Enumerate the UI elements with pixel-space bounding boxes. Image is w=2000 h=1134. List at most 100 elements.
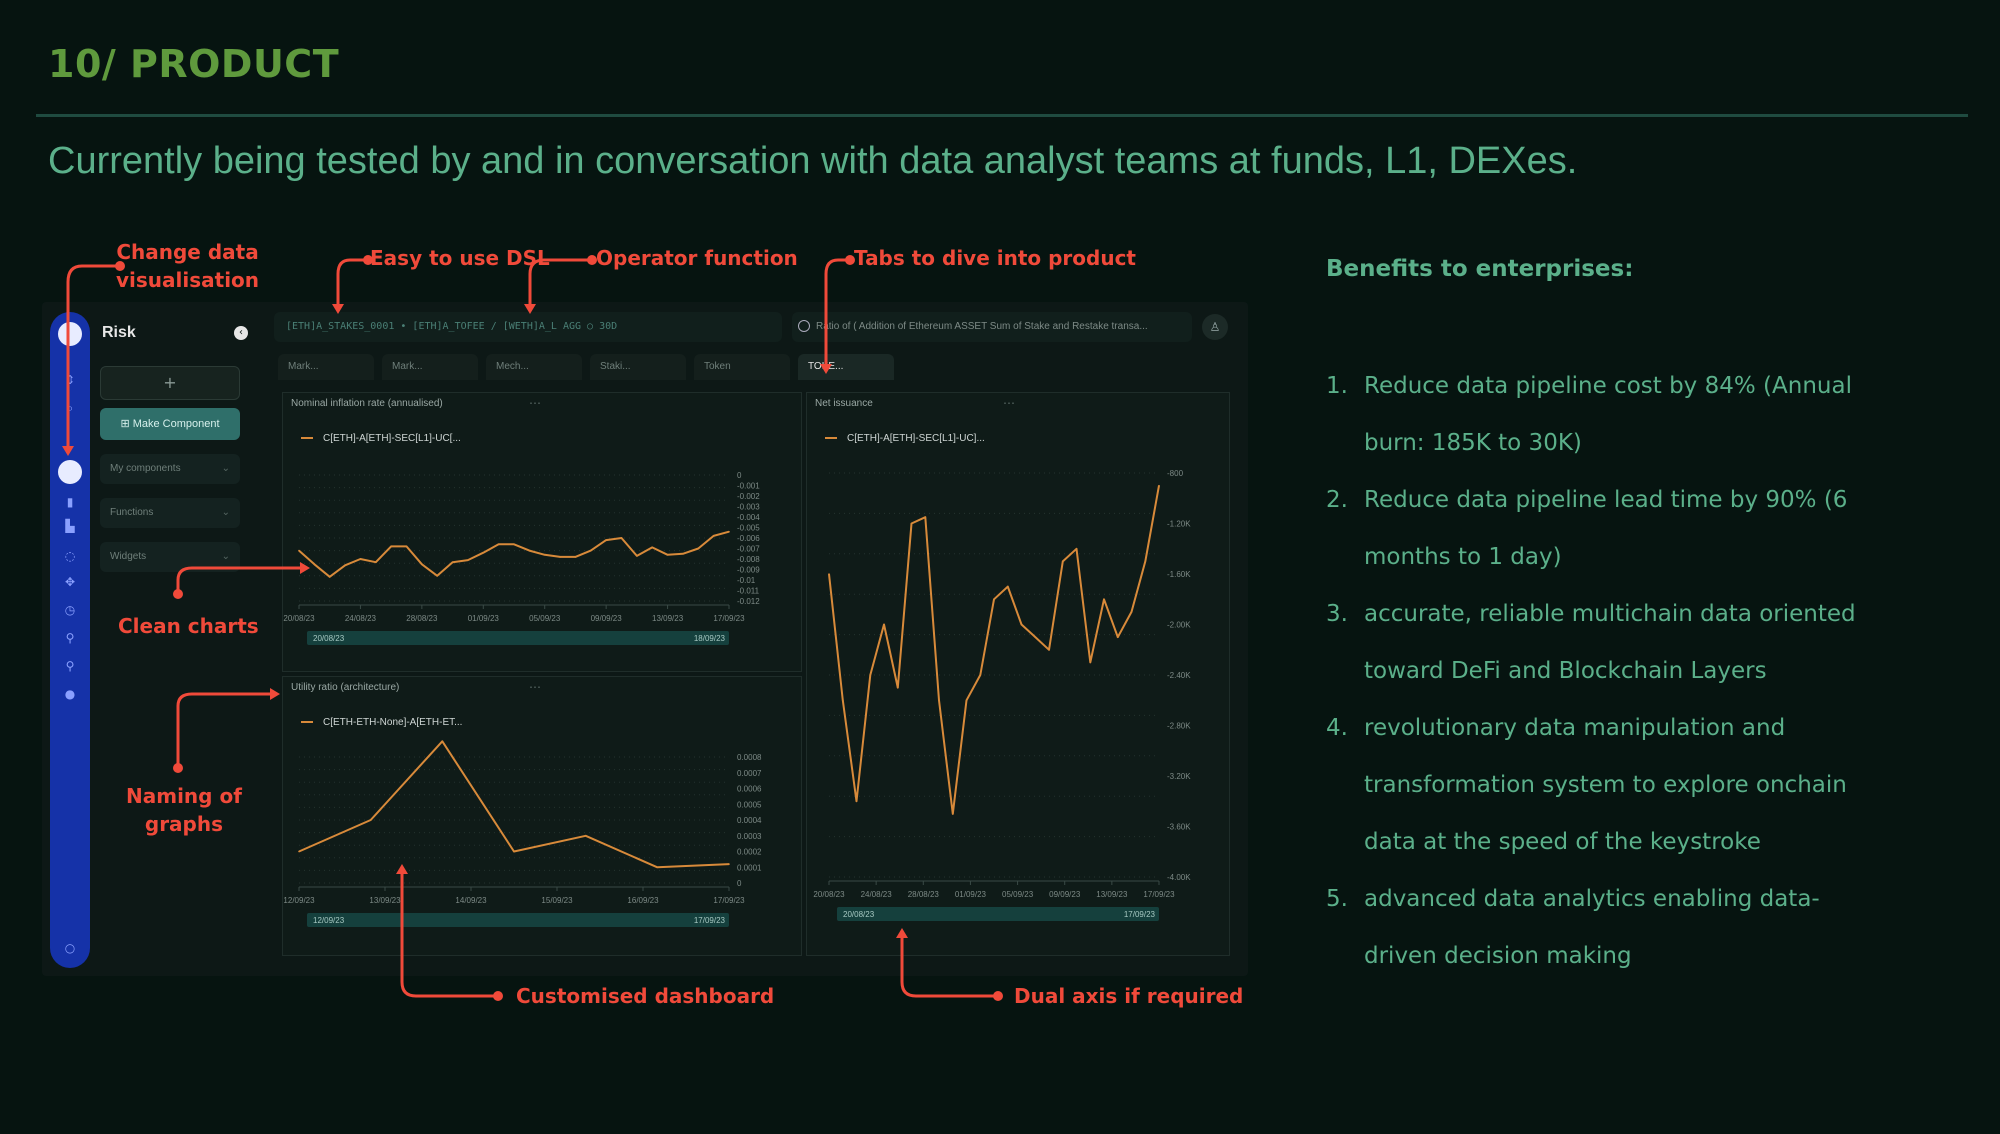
move-icon[interactable]: ✥ <box>64 575 76 589</box>
y-tick-label: 0.0004 <box>737 816 762 825</box>
data-point <box>1130 611 1133 613</box>
chart-view-icon[interactable] <box>58 460 82 484</box>
data-point <box>1089 661 1092 664</box>
y-tick-label: -2.40K <box>1167 671 1191 680</box>
tab-mark-1[interactable]: Mark... <box>278 354 374 380</box>
add-button[interactable]: + <box>100 366 240 400</box>
settings-icon[interactable]: ● <box>64 687 76 701</box>
profile-icon[interactable]: ○ <box>64 941 76 955</box>
x-tick-label: 01/09/23 <box>955 890 987 899</box>
benefit-number: 1. <box>1326 373 1348 399</box>
app-logo-icon[interactable] <box>58 322 82 346</box>
tab-staki[interactable]: Staki... <box>590 354 686 380</box>
data-point <box>656 866 659 869</box>
x-tick-label: 05/09/23 <box>1002 890 1034 899</box>
history-icon[interactable]: ◷ <box>64 603 76 617</box>
sidebar-item-label: Widgets <box>110 551 147 562</box>
expand-icon[interactable]: ⇕ <box>64 373 76 387</box>
sidebar-title: Risk <box>102 324 136 341</box>
data-point <box>993 598 995 601</box>
data-point <box>855 800 858 803</box>
y-tick-label: -2.80K <box>1167 722 1191 731</box>
data-point <box>1075 547 1078 550</box>
title-divider <box>36 114 1968 117</box>
x-tick-label: 13/09/23 <box>652 614 684 623</box>
benefit-number: 3. <box>1326 601 1348 627</box>
filter-icon[interactable]: ⚲ <box>65 631 75 645</box>
sidebar-item-my-components[interactable]: My components ⌄ <box>100 454 240 484</box>
more-icon[interactable]: ⋯ <box>529 396 541 410</box>
callout-dual-axis: Dual axis if required <box>1014 984 1244 1008</box>
settings-icon[interactable] <box>798 320 810 332</box>
user-icon[interactable]: ♙ <box>1202 314 1228 340</box>
y-tick-label: -0.004 <box>737 513 760 522</box>
data-point <box>574 556 577 558</box>
data-point <box>482 551 485 554</box>
tab-token[interactable]: Token <box>694 354 790 380</box>
panel-title: Net issuance <box>815 398 873 409</box>
data-point <box>1103 598 1105 601</box>
chart-utility: 0.0008 0.0007 0.0006 0.0005 0.0004 0.0003 0.00… <box>283 740 762 927</box>
make-component-button[interactable]: ⊞ Make Component <box>100 408 240 440</box>
benefits-title: Benefits to enterprises: <box>1326 256 1634 282</box>
benefit-item: 2. Reduce data pipeline lead time by 90% … <box>1326 472 1966 586</box>
y-tick-label: 0.0001 <box>737 863 762 872</box>
tab-mark-2[interactable]: Mark... <box>382 354 478 380</box>
y-tick-label: -2.00K <box>1167 621 1191 630</box>
data-point <box>369 819 372 821</box>
data-point <box>405 545 408 548</box>
tab-mech[interactable]: Mech... <box>486 354 582 380</box>
range-slider <box>837 907 1159 921</box>
sidebar-item-label: My components <box>110 463 181 474</box>
slide-subtitle: Currently being tested by and in convers… <box>48 140 1578 182</box>
benefit-line: advanced data analytics enabling data- <box>1364 886 1820 912</box>
clock-icon[interactable]: ◌ <box>64 549 76 563</box>
filter-off-icon[interactable]: ⚲ <box>65 659 75 673</box>
data-point <box>1158 484 1160 487</box>
y-tick-label: 0.0006 <box>737 785 762 794</box>
y-tick-label: -3.20K <box>1167 772 1191 781</box>
benefit-line: months to 1 day) <box>1364 544 1562 570</box>
data-point <box>543 554 546 556</box>
benefits-list: 1. Reduce data pipeline cost by 84% (Annu… <box>1326 358 1966 985</box>
data-point <box>451 561 454 563</box>
benefit-number: 2. <box>1326 487 1348 513</box>
sidebar-item-functions[interactable]: Functions ⌄ <box>100 498 240 528</box>
y-tick-label: 0.0007 <box>737 769 762 778</box>
chevron-down-icon: ⌄ <box>221 507 230 518</box>
x-tick-label: 16/09/23 <box>627 896 659 905</box>
data-point <box>728 863 730 865</box>
benefit-line: burn: 185K to 30K) <box>1364 430 1582 456</box>
data-point <box>559 556 561 558</box>
more-icon[interactable]: ⋯ <box>529 680 541 694</box>
result-title-bar[interactable]: Ratio of ( Addition of Ethereum ASSET Su… <box>792 312 1192 342</box>
chart-panel-net-issuance: Net issuance ⋯ C[ETH]-A[ETH]-SEC[L1]-UC]… <box>806 392 1230 956</box>
histogram-icon[interactable]: ▙ <box>65 519 75 533</box>
data-point <box>1116 636 1119 638</box>
search-icon[interactable]: ⌕ <box>66 401 74 415</box>
y-tick-label: -800 <box>1167 469 1184 478</box>
data-point <box>728 530 730 533</box>
collapse-icon[interactable]: ‹ <box>234 326 248 340</box>
y-tick-label: -3.60K <box>1167 823 1191 832</box>
benefit-item: 1. Reduce data pipeline cost by 84% (Annu… <box>1326 358 1966 472</box>
dsl-query-input[interactable]: [ETH]A_STAKES_0001 • [ETH]A_TOFEE / [WET… <box>274 312 782 342</box>
data-point <box>1006 585 1009 588</box>
bar-chart-icon[interactable]: ▮ <box>66 495 74 509</box>
series-legend: C[ETH]-A[ETH]-SEC[L1]-UC]... <box>825 433 985 444</box>
data-point <box>883 623 885 626</box>
data-point <box>441 740 444 743</box>
range-slider <box>307 631 729 645</box>
data-point <box>682 552 684 555</box>
y-tick-label: 0 <box>737 471 742 480</box>
x-tick-label: 17/09/23 <box>713 896 745 905</box>
data-point <box>712 535 715 537</box>
more-icon[interactable]: ⋯ <box>1003 396 1015 410</box>
chart-inflation: 0 -0.001-0.002 -0.003-0.004 -0.005-0.006 -0.… <box>283 471 760 645</box>
data-point <box>298 850 300 853</box>
x-tick-label: 20/08/23 <box>813 890 845 899</box>
y-tick-label: -4.00K <box>1167 873 1191 882</box>
data-point <box>313 563 316 566</box>
benefit-line: Reduce data pipeline cost by 84% (Annual <box>1364 373 1852 399</box>
